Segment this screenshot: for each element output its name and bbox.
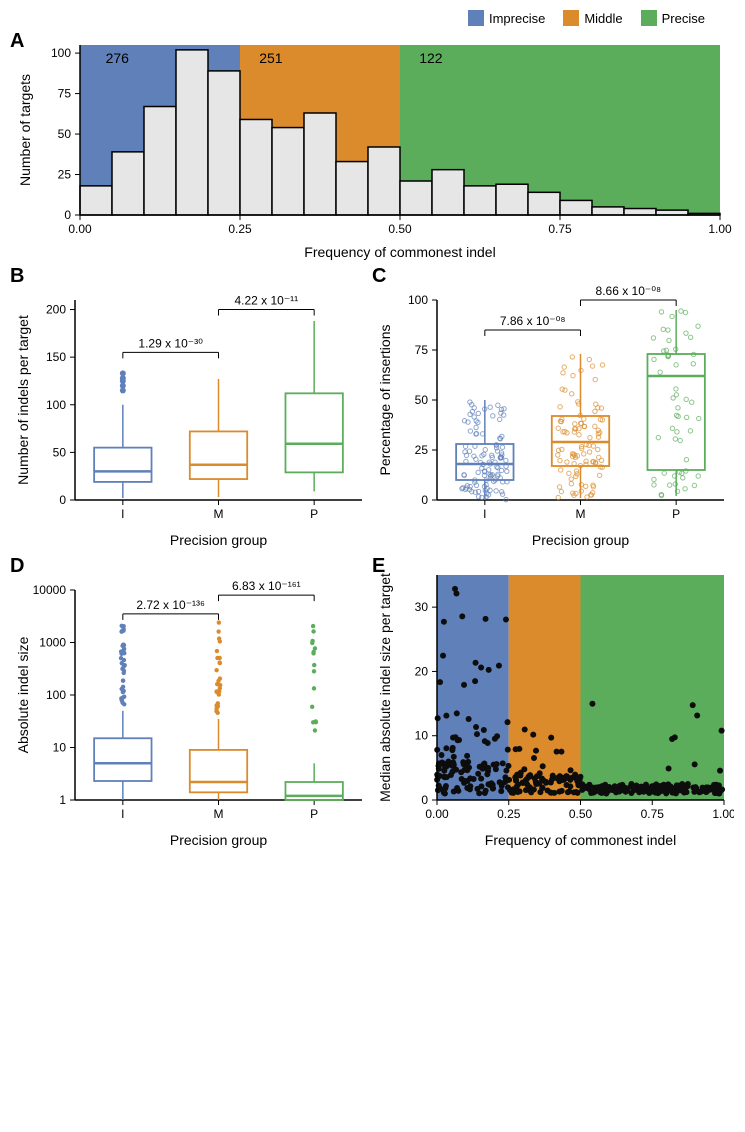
svg-text:1.00: 1.00 <box>712 807 734 821</box>
svg-text:251: 251 <box>259 50 283 66</box>
svg-text:P: P <box>672 507 680 521</box>
svg-text:75: 75 <box>415 343 429 357</box>
svg-text:I: I <box>121 807 124 821</box>
svg-text:Absolute indel size: Absolute indel size <box>15 636 31 753</box>
svg-text:100: 100 <box>51 46 71 60</box>
svg-text:I: I <box>483 507 486 521</box>
legend-item-precise: Precise <box>641 10 705 26</box>
svg-text:75: 75 <box>58 87 72 101</box>
svg-text:50: 50 <box>53 445 67 459</box>
svg-text:8.66 x 10⁻⁰⁸: 8.66 x 10⁻⁰⁸ <box>596 284 662 298</box>
svg-text:1.00: 1.00 <box>708 222 732 236</box>
svg-text:100: 100 <box>46 688 66 702</box>
svg-text:50: 50 <box>415 393 429 407</box>
panel-a: A 276 251 122 0.00 0.25 0.50 0.75 1.00 0 25 50 75 10… <box>10 30 735 265</box>
svg-text:Precision group: Precision group <box>170 532 267 548</box>
svg-text:P: P <box>310 507 318 521</box>
legend-swatch <box>641 10 657 26</box>
svg-text:1000: 1000 <box>39 636 66 650</box>
legend-label: Imprecise <box>489 11 545 26</box>
svg-text:0.25: 0.25 <box>497 807 521 821</box>
svg-text:20: 20 <box>415 664 429 678</box>
svg-text:0.75: 0.75 <box>641 807 665 821</box>
svg-text:0: 0 <box>64 208 71 222</box>
svg-text:6.83 x 10⁻¹⁶¹: 6.83 x 10⁻¹⁶¹ <box>232 579 301 593</box>
svg-text:50: 50 <box>58 127 72 141</box>
svg-text:Number of indels per target: Number of indels per target <box>15 315 31 485</box>
svg-text:0: 0 <box>421 493 428 507</box>
svg-text:1: 1 <box>59 793 66 807</box>
svg-text:0.00: 0.00 <box>68 222 92 236</box>
svg-text:Median absolute indel size per: Median absolute indel size per target <box>377 573 393 802</box>
svg-text:10: 10 <box>53 741 67 755</box>
svg-text:100: 100 <box>46 398 66 412</box>
boxplot-log-chart: 1 10 100 1000 10000 I M P 2.72 x 10⁻¹³⁶ 6.83 x 10… <box>10 555 372 855</box>
legend-label: Middle <box>584 11 622 26</box>
svg-text:100: 100 <box>408 293 428 307</box>
legend-swatch <box>563 10 579 26</box>
svg-text:Percentage of insertions: Percentage of insertions <box>377 325 393 476</box>
svg-text:0.50: 0.50 <box>388 222 412 236</box>
legend: Imprecise Middle Precise <box>10 10 735 26</box>
histogram-chart: 276 251 122 0.00 0.25 0.50 0.75 1.00 0 25 50 75 100 F… <box>10 30 735 265</box>
svg-text:Number of targets: Number of targets <box>17 74 33 186</box>
panel-row-bc: B 0 50 100 150 200 I M P 1.29 x 10⁻³⁰ 4.22 x 10⁻¹… <box>10 265 735 555</box>
svg-text:200: 200 <box>46 303 66 317</box>
panel-d: D 1 10 100 1000 10000 I M P 2.72 x 10⁻¹³⁶ 6.83 x … <box>10 555 372 855</box>
svg-text:0.25: 0.25 <box>228 222 252 236</box>
panel-e: E 0.00 0.25 0.50 0.75 1.00 0 10 20 30 Frequency o… <box>372 555 734 855</box>
legend-item-imprecise: Imprecise <box>468 10 545 26</box>
svg-text:M: M <box>214 507 224 521</box>
svg-text:Precision group: Precision group <box>532 532 629 548</box>
svg-text:M: M <box>576 507 586 521</box>
panel-label: C <box>372 265 386 288</box>
svg-text:4.22 x 10⁻¹¹: 4.22 x 10⁻¹¹ <box>234 294 298 308</box>
svg-text:Frequency of commonest indel: Frequency of commonest indel <box>304 244 495 260</box>
svg-text:M: M <box>214 807 224 821</box>
panel-label: D <box>10 555 24 578</box>
legend-swatch <box>468 10 484 26</box>
svg-text:30: 30 <box>415 600 429 614</box>
svg-text:25: 25 <box>415 443 429 457</box>
legend-label: Precise <box>662 11 705 26</box>
panel-row-de: D 110100100010000IMP2.72 x 10⁻¹³⁶6.83 x … <box>10 555 735 855</box>
panel-c: C 0 25 50 75 100 I M P 7.86 x 10⁻⁰⁸ 8.66 x 10⁻⁰⁸ P… <box>372 265 734 555</box>
svg-text:0: 0 <box>421 793 428 807</box>
panel-label: B <box>10 265 24 288</box>
svg-text:0.00: 0.00 <box>425 807 449 821</box>
svg-text:25: 25 <box>58 168 72 182</box>
svg-text:276: 276 <box>106 50 130 66</box>
boxplot-chart: 0 50 100 150 200 I M P 1.29 x 10⁻³⁰ 4.22 x 10⁻¹¹ P… <box>10 265 372 555</box>
panel-b: B 0 50 100 150 200 I M P 1.29 x 10⁻³⁰ 4.22 x 10⁻¹… <box>10 265 372 555</box>
scientific-figure: Imprecise Middle Precise A 2762511220.00… <box>10 10 735 855</box>
svg-text:0.75: 0.75 <box>548 222 572 236</box>
svg-text:Frequency of commonest indel: Frequency of commonest indel <box>485 832 676 848</box>
svg-text:2.72 x 10⁻¹³⁶: 2.72 x 10⁻¹³⁶ <box>136 598 205 612</box>
svg-text:1.29 x 10⁻³⁰: 1.29 x 10⁻³⁰ <box>138 336 203 350</box>
svg-text:7.86 x 10⁻⁰⁸: 7.86 x 10⁻⁰⁸ <box>500 314 566 328</box>
svg-text:10000: 10000 <box>33 583 67 597</box>
svg-text:122: 122 <box>419 50 443 66</box>
svg-text:10: 10 <box>415 729 429 743</box>
svg-text:P: P <box>310 807 318 821</box>
svg-text:0.50: 0.50 <box>569 807 593 821</box>
legend-item-middle: Middle <box>563 10 622 26</box>
svg-text:I: I <box>121 507 124 521</box>
svg-text:150: 150 <box>46 350 66 364</box>
scatter-chart: 0.00 0.25 0.50 0.75 1.00 0 10 20 30 Frequency of … <box>372 555 734 855</box>
panel-label: E <box>372 555 385 578</box>
panel-label: A <box>10 30 24 53</box>
svg-text:0: 0 <box>59 493 66 507</box>
svg-text:Precision group: Precision group <box>170 832 267 848</box>
boxplot-scatter-chart: 0 25 50 75 100 I M P 7.86 x 10⁻⁰⁸ 8.66 x 10⁻⁰⁸ Pre… <box>372 265 734 555</box>
